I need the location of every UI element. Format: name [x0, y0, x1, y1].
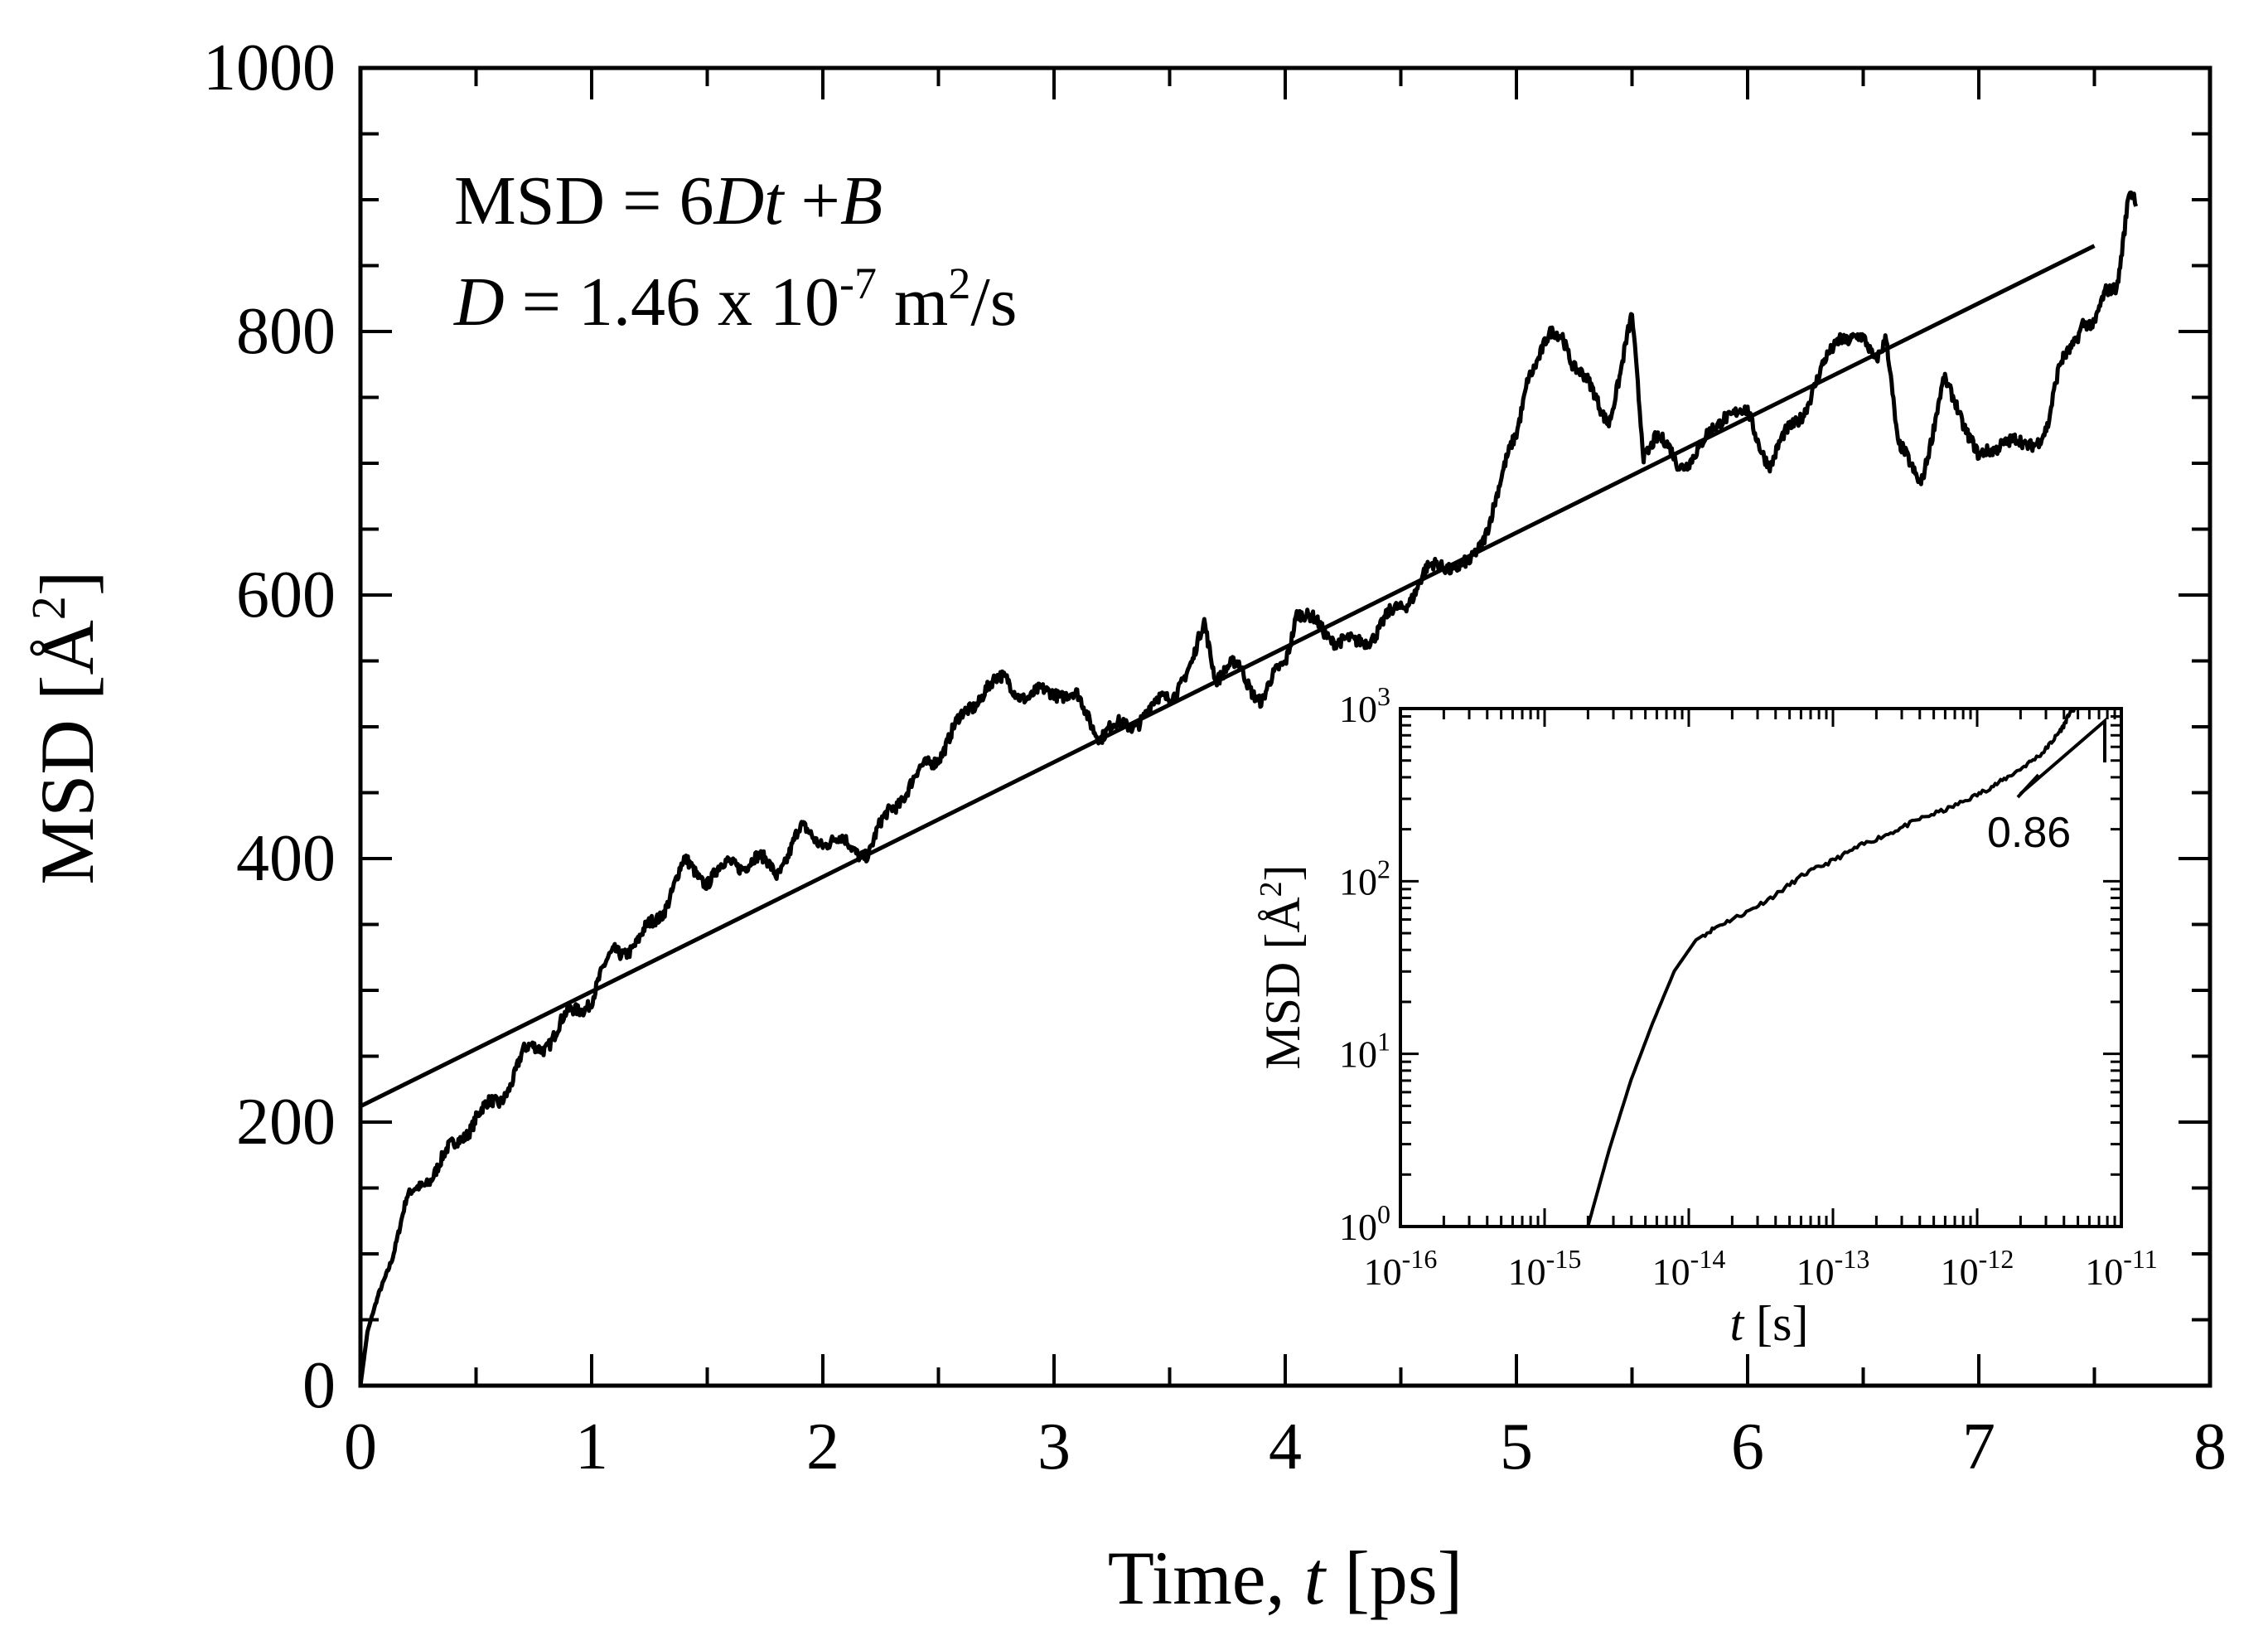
inset-x-tick-label: 10-11 — [2085, 1244, 2157, 1293]
y-tick-label: 1000 — [203, 31, 336, 104]
inset-background — [1400, 709, 2121, 1227]
x-tick-label: 1 — [575, 1410, 608, 1483]
y-tick-label: 200 — [236, 1086, 336, 1159]
main-tick-labels: 0 1 2 3 4 5 6 7 8 0 200 400 600 800 1000 — [203, 31, 2227, 1483]
slope-label: 0.86 — [1987, 809, 2071, 857]
x-tick-label: 5 — [1500, 1410, 1533, 1483]
slope-triangle — [2019, 717, 2106, 796]
x-tick-label: 2 — [806, 1410, 839, 1483]
x-tick-label: 6 — [1731, 1410, 1764, 1483]
inset-x-tick-label: 10-12 — [1941, 1244, 2014, 1293]
x-axis-title: Time, t [ps] — [1108, 1536, 1463, 1620]
diffusion-annotation: D = 1.46 x 10-7 m2/s — [453, 259, 1017, 341]
inset-y-tick-label: 102 — [1339, 854, 1390, 902]
slope-indicator-line — [2016, 773, 2040, 799]
x-tick-label: 8 — [2193, 1410, 2227, 1483]
inset-plot-frame — [1399, 707, 2123, 1228]
y-tick-label: 0 — [302, 1349, 336, 1422]
y-tick-label: 600 — [236, 559, 336, 631]
inset-plot: 10-16 10-15 10-14 10-13 10-12 10-11 100 101 102 1… — [1254, 681, 2158, 1351]
x-tick-label: 4 — [1269, 1410, 1302, 1483]
inset-y-tick-label: 103 — [1339, 681, 1390, 730]
inset-x-axis-title: t [s] — [1730, 1296, 1809, 1351]
msd-series-line — [358, 190, 2139, 1386]
inset-x-tick-label: 10-13 — [1797, 1244, 1870, 1293]
x-tick-label: 3 — [1037, 1410, 1071, 1483]
inset-tick-labels: 10-16 10-15 10-14 10-13 10-12 10-11 100 101 102 1… — [1339, 681, 2158, 1293]
equation-annotation: MSD = 6Dt +B — [454, 162, 883, 240]
inset-x-tick-label: 10-14 — [1652, 1244, 1726, 1293]
inset-y-tick-label: 100 — [1339, 1199, 1390, 1248]
inset-y-tick-label: 101 — [1339, 1027, 1390, 1076]
inset-x-tick-label: 10-15 — [1508, 1244, 1582, 1293]
x-tick-label: 0 — [344, 1410, 377, 1483]
y-axis-title: MSD [Å2] — [22, 570, 109, 884]
inset-x-tick-label: 10-16 — [1364, 1244, 1438, 1293]
y-tick-label: 400 — [236, 822, 336, 895]
inset-y-axis-title: MSD [Å2] — [1254, 864, 1310, 1069]
linear-fit-line — [359, 244, 2096, 1109]
y-tick-label: 800 — [236, 295, 336, 368]
inset-msd-series-line — [1586, 707, 2077, 1227]
x-tick-label: 7 — [1962, 1410, 1995, 1483]
main-axis-ticks — [359, 66, 2212, 1387]
